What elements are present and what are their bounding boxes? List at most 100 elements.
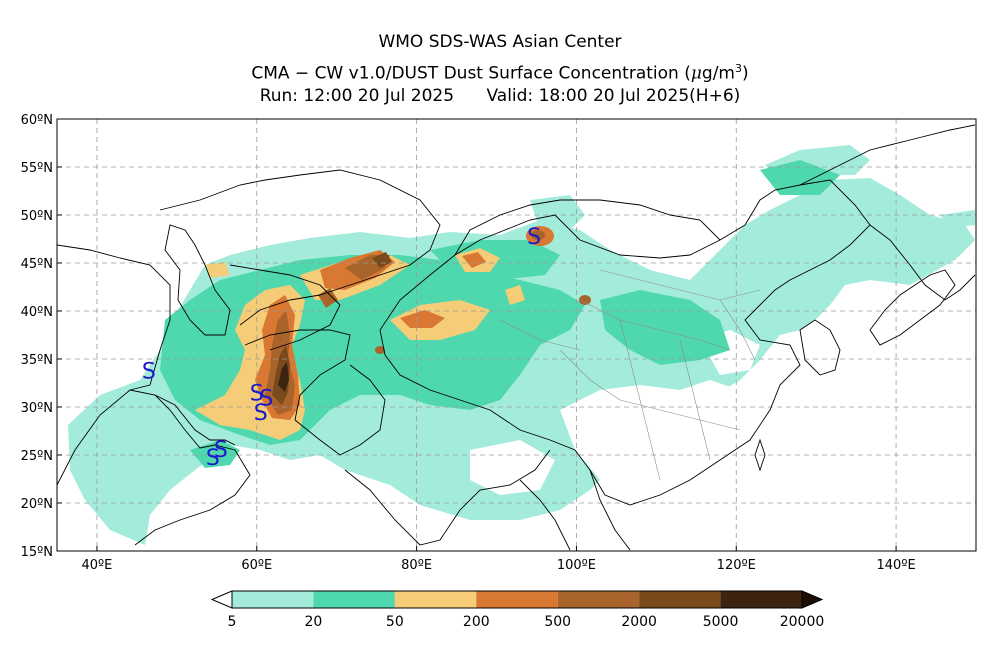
colorbar-segment <box>394 591 477 608</box>
lat-tick-label: 30ºN <box>21 401 53 416</box>
colorbar-label: 5000 <box>702 614 739 630</box>
lat-tick-label: 15ºN <box>21 545 53 560</box>
colorbar <box>210 590 824 609</box>
station-marker-icon: S <box>214 438 228 463</box>
dust-level-2-region-east <box>600 290 730 365</box>
dust-level-4-region-dzungaria <box>462 252 486 268</box>
dust-level-7-region-afghan <box>278 362 289 392</box>
valid-time: Valid: 18:00 20 Jul 2025(H+6) <box>486 86 741 106</box>
border-persian-gulf <box>154 394 236 446</box>
dust-level-1-region-east-coast <box>940 210 975 228</box>
border-afghan <box>244 329 351 421</box>
lon-tick-label: 40ºE <box>82 558 113 573</box>
border-iran <box>57 244 171 391</box>
dust-level-1-region-mongolia <box>530 195 585 235</box>
lon-tick-label: 140ºE <box>877 558 916 573</box>
lat-tick-label: 35ºN <box>21 353 53 368</box>
province-line-1 <box>579 299 731 351</box>
province-line-3 <box>619 319 661 481</box>
province-line-7 <box>599 269 761 301</box>
colorbar-label: 500 <box>544 614 572 630</box>
lat-tick-label: 20ºN <box>21 497 53 512</box>
border-mongolia <box>454 199 721 256</box>
station-marker-icon: S <box>142 360 156 385</box>
country-borders <box>57 124 976 551</box>
dust-patch-tibet <box>375 346 385 354</box>
station-marker-icon: S <box>259 386 273 411</box>
coast-taiwan <box>754 438 766 472</box>
dust-level-2-region-gulf <box>190 440 240 468</box>
colorbar-over-arrow <box>801 590 824 609</box>
run-time: Run: 12:00 20 Jul 2025 <box>259 86 455 106</box>
coast-bay-of-bengal <box>519 479 571 551</box>
map-title: WMO SDS-WAS Asian Center <box>378 32 622 52</box>
colorbar-label: 2000 <box>621 614 657 630</box>
dust-patch-mongolia-inner <box>531 230 545 240</box>
province-line-4 <box>679 339 711 461</box>
dust-level-2-region-northeast <box>760 160 840 195</box>
colorbar-segment <box>720 591 802 608</box>
coast-sea-of-japan <box>869 224 976 301</box>
unit-sup: 3 <box>735 62 742 75</box>
station-marker-icon: S <box>206 446 220 471</box>
lon-tick-label: 120ºE <box>717 558 756 573</box>
colorbar-segment <box>313 591 395 608</box>
station-marker-icon: S <box>250 382 264 407</box>
subtitle-suffix: ) <box>742 63 749 84</box>
border-russia-far-east <box>799 124 976 186</box>
dust-level-6-region-kazakh <box>372 252 392 268</box>
dust-level-5-region-aral <box>318 288 338 308</box>
province-line-2 <box>559 349 741 431</box>
station-marker-icon: S <box>527 225 541 250</box>
lat-tick-label: 25ºN <box>21 449 53 464</box>
no-dust-region-southeast-china <box>560 380 760 510</box>
lat-tick-label: 60ºN <box>21 113 53 128</box>
lat-tick-label: 50ºN <box>21 209 53 224</box>
unit-mu: μ <box>690 63 702 84</box>
dust-level-3-region-caspian <box>205 262 230 278</box>
coast-japan <box>869 269 956 346</box>
map-subtitle: CMA − CW v1.0/DUST Dust Surface Concentr… <box>0 59 1000 84</box>
coast-indochina <box>589 469 631 551</box>
subtitle-text: CMA − CW v1.0/DUST Dust Surface Concentr… <box>251 63 691 84</box>
border-china <box>379 179 871 506</box>
colorbar-label: 20 <box>304 614 323 630</box>
border-india <box>344 449 551 546</box>
colorbar-label: 200 <box>462 614 490 630</box>
dust-level-4-region-taklamakan <box>400 310 445 328</box>
colorbar-label: 5 <box>227 614 237 630</box>
unit-rest: g/m <box>701 63 735 84</box>
colorbar-outline <box>231 590 803 609</box>
lat-tick-label: 40ºN <box>21 305 53 320</box>
colorbar-label: 20000 <box>779 614 825 630</box>
colorbar-label: 50 <box>385 614 404 630</box>
lat-tick-label: 55ºN <box>21 161 53 176</box>
lon-tick-label: 80ºE <box>401 558 432 573</box>
station-marker-icon: S <box>254 401 268 426</box>
border-pakistan <box>294 364 386 456</box>
colorbar-under-arrow <box>210 590 233 609</box>
province-line-5 <box>719 299 756 361</box>
border-arabia <box>57 389 251 546</box>
lat-tick-label: 45ºN <box>21 257 53 272</box>
colorbar-segment <box>639 591 721 608</box>
dust-patch-inner-mongolia <box>579 295 591 305</box>
border-caspian <box>164 224 231 336</box>
lon-tick-label: 100ºE <box>557 558 596 573</box>
run-valid-line: Run: 12:00 20 Jul 2025 Valid: 18:00 20 J… <box>0 86 1000 106</box>
coast-korea <box>799 319 841 376</box>
colorbar-segment <box>476 591 558 608</box>
map-frame <box>56 118 977 552</box>
province-borders <box>499 269 761 481</box>
lon-tick-label: 60ºE <box>241 558 272 573</box>
dust-level-3-region-gobi <box>505 285 525 305</box>
axis-ticks: 40ºE 60ºE 80ºE 100ºE 120ºE 140ºE 60ºN 55ºN 50ºN 4… <box>21 113 916 573</box>
dust-field-layer <box>68 145 975 545</box>
province-line-6 <box>499 319 581 351</box>
colorbar-segment <box>232 591 314 608</box>
border-kazakhstan <box>159 169 441 326</box>
map-gridlines <box>57 119 976 551</box>
border-uzbek <box>229 264 341 351</box>
